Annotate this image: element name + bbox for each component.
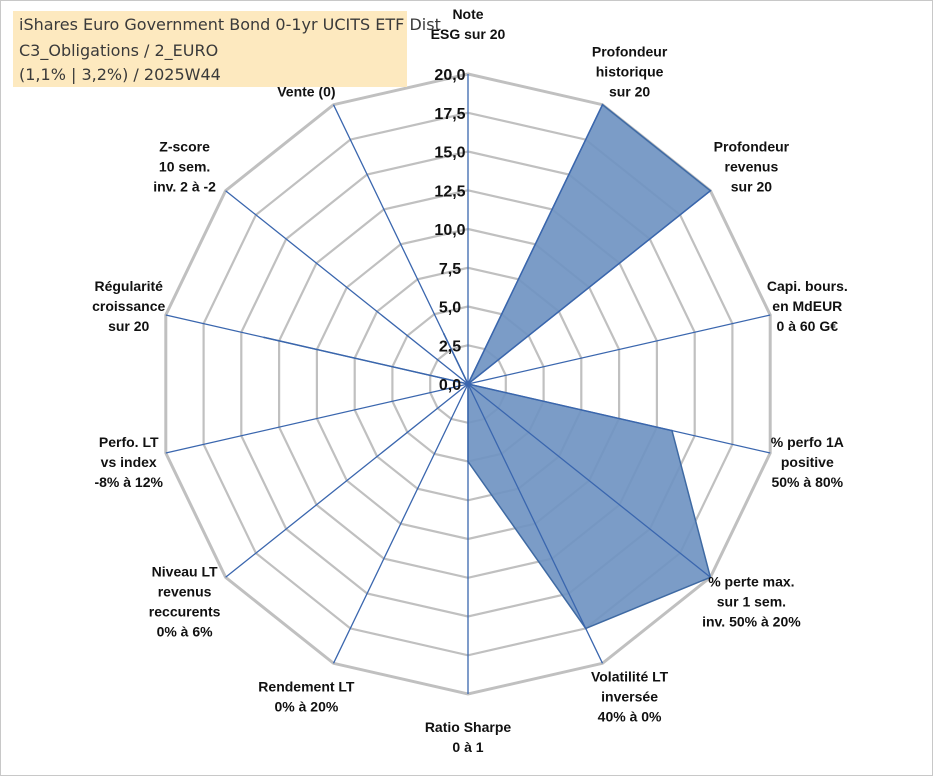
axis-label-3-line-1: en MdEUR	[772, 298, 842, 314]
axis-label-6-line-0: Volatilité LT	[591, 668, 669, 684]
spoke-13	[332, 104, 469, 385]
tick-label-7: 17,5	[434, 106, 465, 123]
axis-label-4-line-1: positive	[781, 454, 834, 470]
spoke-12	[225, 190, 469, 385]
axis-label-6-line-1: inversée	[601, 688, 658, 704]
spoke-6	[467, 383, 604, 664]
axis-label-5-line-0: % perte max.	[708, 573, 794, 589]
axis-label-5-line-1: sur 1 sem.	[717, 593, 786, 609]
axis-label-2-line-1: revenus	[725, 159, 779, 175]
axis-label-7-line-0: Ratio Sharpe	[425, 719, 512, 735]
axis-label-4: % perfo 1A positive 50% à 80%	[771, 434, 844, 490]
axis-label-10-line-0: Perfo. LT	[99, 434, 159, 450]
axis-label-9-line-2: reccurents	[149, 603, 221, 619]
tick-label-1: 2,5	[439, 338, 461, 355]
spoke-3	[467, 314, 771, 385]
spoke-2	[467, 190, 711, 385]
axis-label-0-line-1: ESG sur 20	[431, 26, 506, 42]
axis-label-12-line-2: inv. 2 à -2	[153, 179, 216, 195]
axis-label-9: Niveau LT revenus reccurents 0% à 6%	[149, 563, 221, 639]
axis-label-4-line-0: % perfo 1A	[771, 434, 844, 450]
axis-label-2-line-2: sur 20	[731, 179, 772, 195]
chart-title-box: iShares Euro Government Bond 0-1yr UCITS…	[13, 11, 441, 87]
spoke-layer	[165, 74, 771, 694]
axis-label-1: Profondeur historique sur 20	[592, 44, 668, 100]
axis-label-10-line-2: -8% à 12%	[94, 474, 163, 490]
axis-label-12-line-0: Z-score	[159, 139, 210, 155]
tick-label-layer: 0,0 2,5 5,0 7,5 10,0 12,5 15,0 17,5 20,0	[434, 67, 465, 394]
axis-label-0-line-0: Note	[452, 6, 483, 22]
spoke-1	[467, 104, 604, 385]
axis-label-11-line-1: croissance	[92, 298, 165, 314]
tick-label-0: 0,0	[439, 377, 461, 394]
axis-label-7: Ratio Sharpe 0 à 1	[425, 719, 512, 755]
axis-label-9-line-3: 0% à 6%	[157, 623, 214, 639]
axis-label-10: Perfo. LT vs index -8% à 12%	[94, 434, 163, 490]
axis-label-5: % perte max. sur 1 sem. inv. 50% à 20%	[702, 573, 801, 629]
axis-label-11: Régularité croissance sur 20	[92, 278, 165, 334]
axis-label-13-line-2: Vente (0)	[277, 84, 335, 100]
chart-title-line-3: (1,1% | 3,2%) / 2025W44	[19, 65, 221, 84]
spoke-10	[165, 383, 469, 454]
axis-label-1-line-0: Profondeur	[592, 44, 668, 60]
series-area	[263, 103, 712, 630]
axis-label-2: Profondeur revenus sur 20	[714, 139, 790, 195]
series-layer	[263, 103, 712, 630]
axis-label-3: Capi. bours. en MdEUR 0 à 60 G€	[767, 278, 848, 334]
axis-label-8-line-0: Rendement LT	[258, 678, 355, 694]
axis-label-8-line-1: 0% à 20%	[274, 698, 338, 714]
spoke-8	[332, 383, 469, 664]
axis-label-1-line-2: sur 20	[609, 84, 650, 100]
axis-label-3-line-0: Capi. bours.	[767, 278, 848, 294]
axis-label-2-line-0: Profondeur	[714, 139, 790, 155]
axis-label-1-line-1: historique	[596, 64, 664, 80]
axis-label-12-line-1: 10 sem.	[159, 159, 210, 175]
tick-label-6: 15,0	[434, 145, 465, 162]
chart-title-line-2: C3_Obligations / 2_EURO	[19, 41, 219, 60]
axis-label-6-line-2: 40% à 0%	[598, 708, 662, 724]
axis-label-0: Note ESG sur 20	[431, 6, 506, 42]
tick-label-2: 5,0	[439, 300, 461, 317]
axis-label-9-line-1: revenus	[158, 583, 212, 599]
axis-label-layer: Note ESG sur 20 Profondeur historique sur 20…	[92, 6, 848, 755]
axis-label-11-line-0: Régularité	[94, 278, 163, 294]
axis-label-10-line-1: vs index	[101, 454, 157, 470]
axis-label-4-line-2: 50% à 80%	[771, 474, 843, 490]
spoke-11	[165, 314, 469, 385]
axis-label-6: Volatilité LT inversée 40% à 0%	[591, 668, 669, 724]
tick-label-3: 7,5	[439, 261, 461, 278]
tick-label-4: 10,0	[434, 222, 465, 239]
axis-label-9-line-0: Niveau LT	[152, 563, 218, 579]
spoke-4	[467, 383, 771, 454]
tick-label-8: 20,0	[434, 67, 465, 84]
axis-label-12: Z-score 10 sem. inv. 2 à -2	[153, 139, 216, 195]
axis-label-11-line-2: sur 20	[108, 318, 149, 334]
tick-label-5: 12,5	[434, 183, 465, 200]
spoke-9	[225, 383, 469, 578]
axis-label-7-line-1: 0 à 1	[452, 739, 483, 755]
axis-label-8: Rendement LT 0% à 20%	[258, 678, 355, 714]
chart-title-line-1: iShares Euro Government Bond 0-1yr UCITS…	[19, 15, 441, 34]
axis-label-3-line-2: 0 à 60 G€	[777, 318, 839, 334]
spoke-5	[467, 383, 711, 578]
axis-label-5-line-2: inv. 50% à 20%	[702, 613, 801, 629]
